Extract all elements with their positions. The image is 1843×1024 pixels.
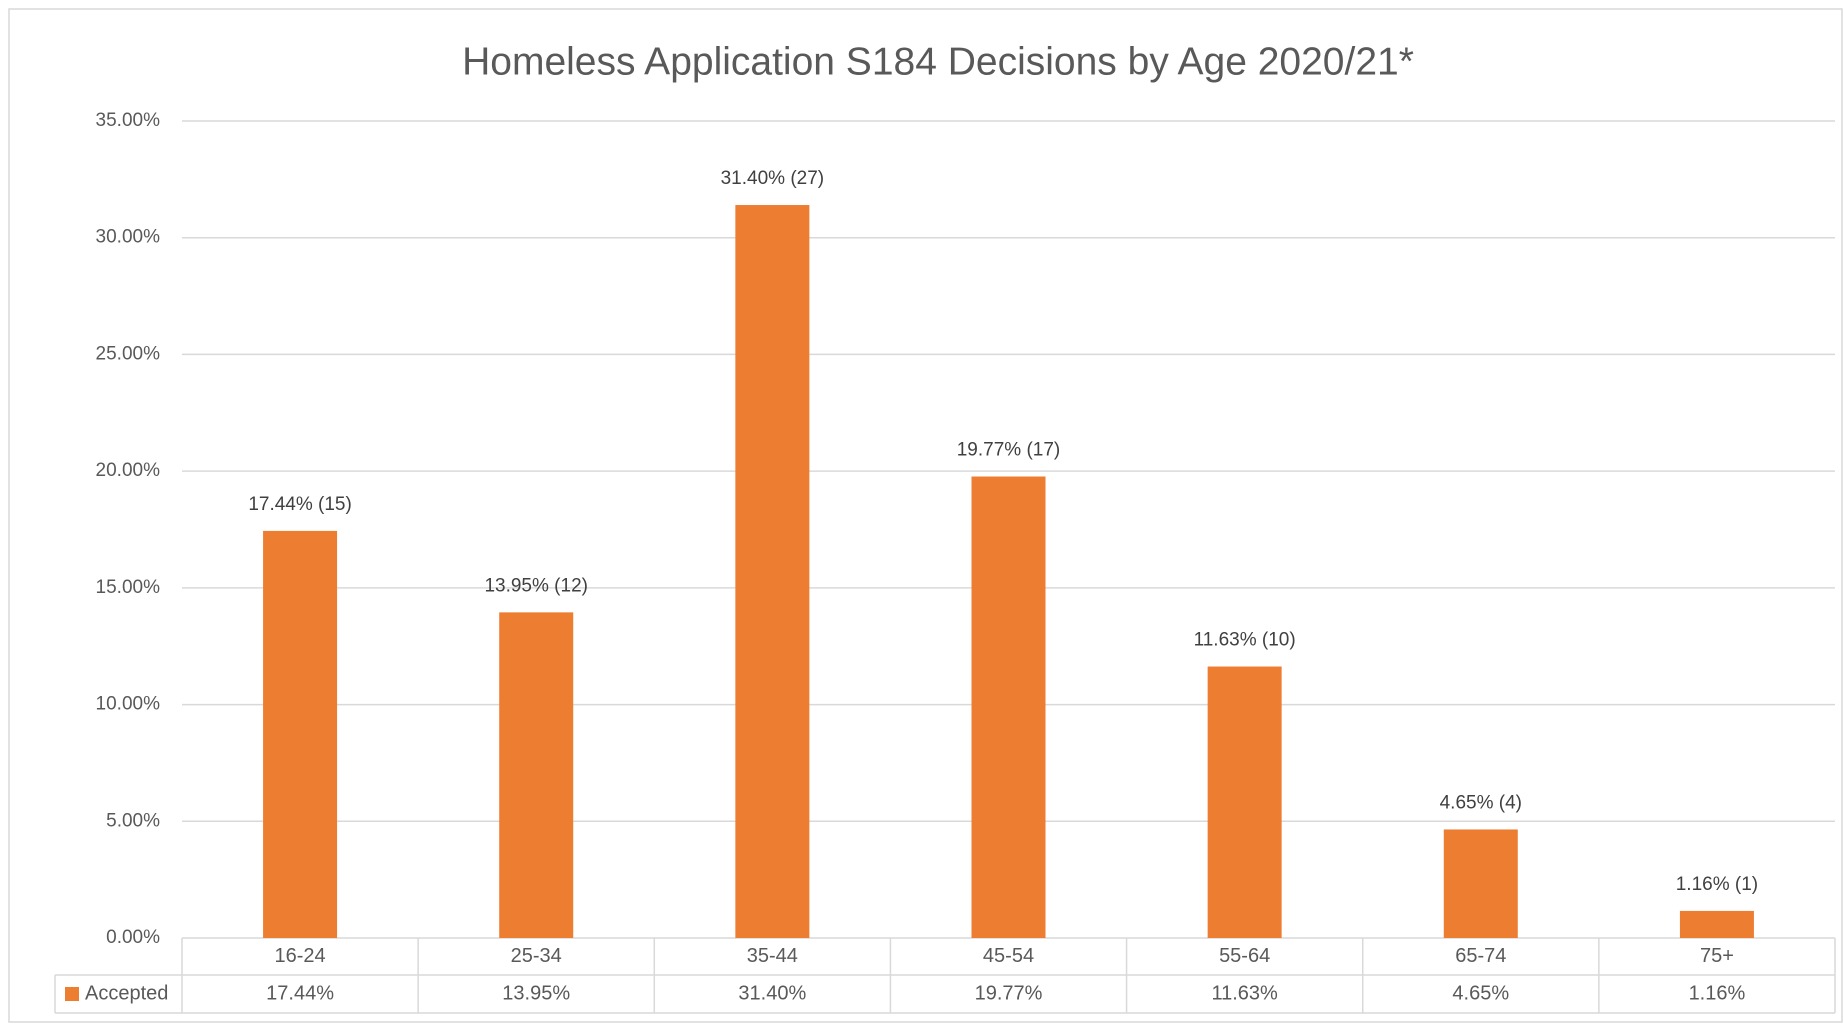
data-label: 17.44% (15) bbox=[248, 494, 352, 515]
y-tick-label: 25.00% bbox=[96, 343, 161, 364]
data-label: 11.63% (10) bbox=[1194, 630, 1296, 651]
x-tick-label: 25-34 bbox=[511, 945, 562, 967]
x-tick-label: 65-74 bbox=[1455, 945, 1506, 967]
y-tick-label: 35.00% bbox=[96, 110, 161, 131]
table-value: 17.44% bbox=[266, 982, 334, 1004]
table-value: 13.95% bbox=[502, 982, 570, 1004]
bar bbox=[499, 612, 574, 938]
table-value: 31.40% bbox=[738, 982, 806, 1004]
bar bbox=[971, 476, 1046, 938]
legend-label: Accepted bbox=[85, 982, 168, 1004]
bar bbox=[1443, 829, 1518, 938]
y-tick-label: 15.00% bbox=[96, 577, 161, 598]
bar bbox=[1679, 910, 1754, 938]
data-label: 31.40% (27) bbox=[721, 168, 825, 189]
x-tick-label: 55-64 bbox=[1219, 945, 1270, 967]
table-value: 19.77% bbox=[975, 982, 1043, 1004]
data-label: 1.16% (1) bbox=[1676, 874, 1758, 895]
y-tick-label: 20.00% bbox=[96, 460, 161, 481]
data-label: 19.77% (17) bbox=[957, 440, 1061, 461]
bar bbox=[735, 205, 810, 938]
chart-title: Homeless Application S184 Decisions by A… bbox=[462, 40, 1414, 83]
y-tick-label: 30.00% bbox=[96, 227, 161, 248]
x-tick-label: 45-54 bbox=[983, 945, 1034, 967]
data-label: 13.95% (12) bbox=[484, 575, 588, 596]
y-tick-label: 10.00% bbox=[96, 694, 161, 715]
legend-swatch bbox=[65, 987, 79, 1001]
y-tick-label: 0.00% bbox=[106, 927, 160, 948]
bar bbox=[1207, 666, 1282, 938]
x-tick-label: 35-44 bbox=[747, 945, 798, 967]
x-tick-label: 16-24 bbox=[274, 945, 325, 967]
table-value: 1.16% bbox=[1689, 982, 1746, 1004]
table-value: 4.65% bbox=[1452, 982, 1509, 1004]
bar bbox=[263, 530, 338, 938]
y-tick-label: 5.00% bbox=[106, 810, 160, 831]
data-label: 4.65% (4) bbox=[1440, 792, 1522, 813]
x-tick-label: 75+ bbox=[1700, 945, 1734, 967]
table-value: 11.63% bbox=[1211, 982, 1278, 1004]
